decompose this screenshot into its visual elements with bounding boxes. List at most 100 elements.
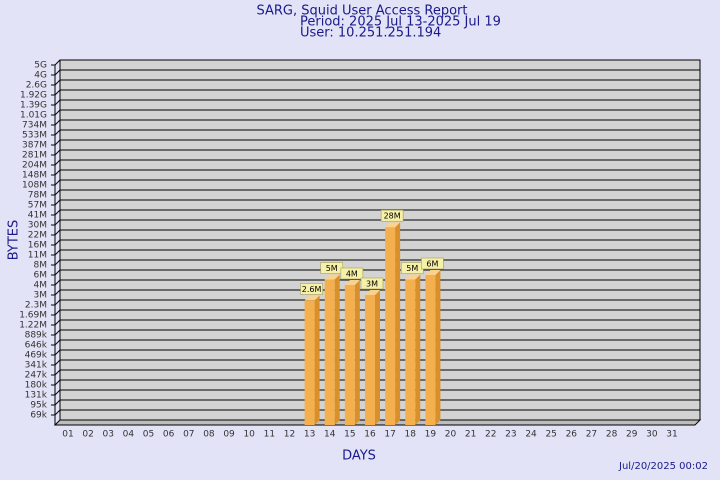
x-tick-label: 24 (525, 430, 537, 440)
grid-line-depth (54, 89, 61, 96)
bar-side (314, 295, 320, 425)
grid-line-depth (54, 329, 61, 336)
x-tick-label: 11 (264, 430, 275, 440)
x-tick-label: 01 (62, 430, 73, 440)
value-label-box (300, 283, 323, 295)
grid-line-depth (54, 269, 61, 276)
y-tick-label: 11M (28, 251, 47, 261)
bar (364, 295, 375, 425)
x-tick-label: 08 (203, 430, 215, 440)
grid-line-depth (54, 209, 61, 216)
y-tick-label: 387M (22, 141, 47, 151)
bar (425, 275, 436, 425)
grid-line-depth (54, 69, 61, 76)
footer-date: Jul/20/2025 00:02 (618, 461, 708, 472)
grid-line-depth (54, 129, 61, 136)
bar-side (374, 290, 380, 425)
bar-top (405, 274, 421, 280)
y-tick-label: 1.39G (20, 101, 47, 111)
x-tick-label: 17 (384, 430, 395, 440)
y-tick-label: 341k (25, 361, 48, 371)
grid-line-depth (54, 409, 61, 416)
value-label: 6M (426, 260, 438, 269)
y-tick-label: 131k (25, 391, 48, 401)
y-tick-label: 281M (22, 151, 47, 161)
x-tick-label: 29 (626, 430, 638, 440)
x-tick-label: 15 (344, 430, 355, 440)
x-tick-label: 20 (445, 430, 457, 440)
y-tick-label: 16M (28, 241, 47, 251)
grid-line-depth (54, 359, 61, 366)
x-tick-label: 21 (465, 430, 476, 440)
x-tick-label: 03 (103, 430, 114, 440)
bar-side (415, 274, 421, 425)
bar-top (425, 270, 441, 275)
grid-line-depth (54, 169, 61, 176)
grid-line-depth (54, 349, 61, 356)
bar (405, 279, 416, 425)
y-tick-label: 4M (34, 281, 48, 291)
x-tick-label: 04 (123, 430, 135, 440)
x-tick-label: 05 (143, 430, 154, 440)
x-axis-label: DAYS (342, 449, 376, 464)
grid-line-depth (54, 179, 61, 186)
plot-floor (53, 419, 702, 426)
x-tick-label: 27 (586, 430, 597, 440)
y-tick-label: 533M (22, 131, 47, 141)
value-label-box (340, 267, 364, 280)
user-label: User: 10.251.251.194 (300, 26, 441, 41)
grid-line-depth (54, 79, 61, 86)
grid-line-depth (54, 139, 61, 146)
value-label: 28M (384, 212, 401, 221)
x-tick-label: 19 (425, 430, 437, 440)
y-tick-label: 469k (25, 351, 48, 361)
x-tick-label: 12 (284, 430, 295, 440)
grid-line-depth (54, 369, 61, 376)
x-tick-label: 02 (82, 430, 93, 440)
x-tick-label: 25 (545, 430, 556, 440)
chart-title: SARG, Squid User Access Report (257, 4, 468, 19)
bar-top (344, 280, 360, 285)
grid-line-depth (54, 199, 61, 206)
grid-line-depth (54, 109, 61, 116)
x-tick-label: 18 (405, 430, 417, 440)
y-tick-label: 1.92G (20, 91, 47, 101)
x-tick-label: 26 (566, 430, 578, 440)
x-tick-label: 06 (163, 430, 175, 440)
value-label: 2.6M (302, 285, 322, 294)
grid-line-depth (54, 259, 61, 266)
y-tick-label: 180k (25, 381, 48, 391)
y-tick-label: 30M (28, 221, 47, 231)
y-tick-label: 6M (34, 271, 48, 281)
value-label-box (360, 277, 384, 290)
value-label-box (421, 257, 444, 270)
grid-line-depth (54, 159, 61, 166)
y-tick-label: 3M (34, 291, 48, 301)
value-label-box (380, 209, 404, 222)
grid-line-depth (54, 149, 61, 156)
y-tick-label: 22M (28, 231, 47, 241)
grid-line-depth (54, 59, 61, 66)
grid-line-depth (54, 119, 61, 126)
x-tick-label: 22 (485, 430, 496, 440)
value-label: 4M (346, 270, 358, 279)
x-tick-label: 10 (243, 430, 255, 440)
y-tick-label: 69k (30, 411, 47, 421)
y-tick-label: 108M (22, 181, 47, 191)
grid-line-depth (54, 189, 61, 196)
y-tick-label: 148M (22, 171, 47, 181)
y-tick-label: 8M (34, 261, 48, 271)
bar-top (385, 222, 401, 228)
y-axis-label: BYTES (7, 220, 22, 261)
value-label: 5M (406, 264, 418, 273)
y-tick-label: 204M (22, 161, 47, 171)
grid-line-depth (54, 299, 61, 306)
y-tick-label: 247k (25, 371, 48, 381)
bar (324, 279, 335, 425)
x-tick-label: 28 (606, 430, 618, 440)
x-tick-label: 23 (505, 430, 516, 440)
bar-side (354, 280, 360, 425)
grid-line-depth (54, 279, 61, 286)
grid-line-depth (54, 219, 61, 226)
grid-line-depth (54, 379, 61, 386)
